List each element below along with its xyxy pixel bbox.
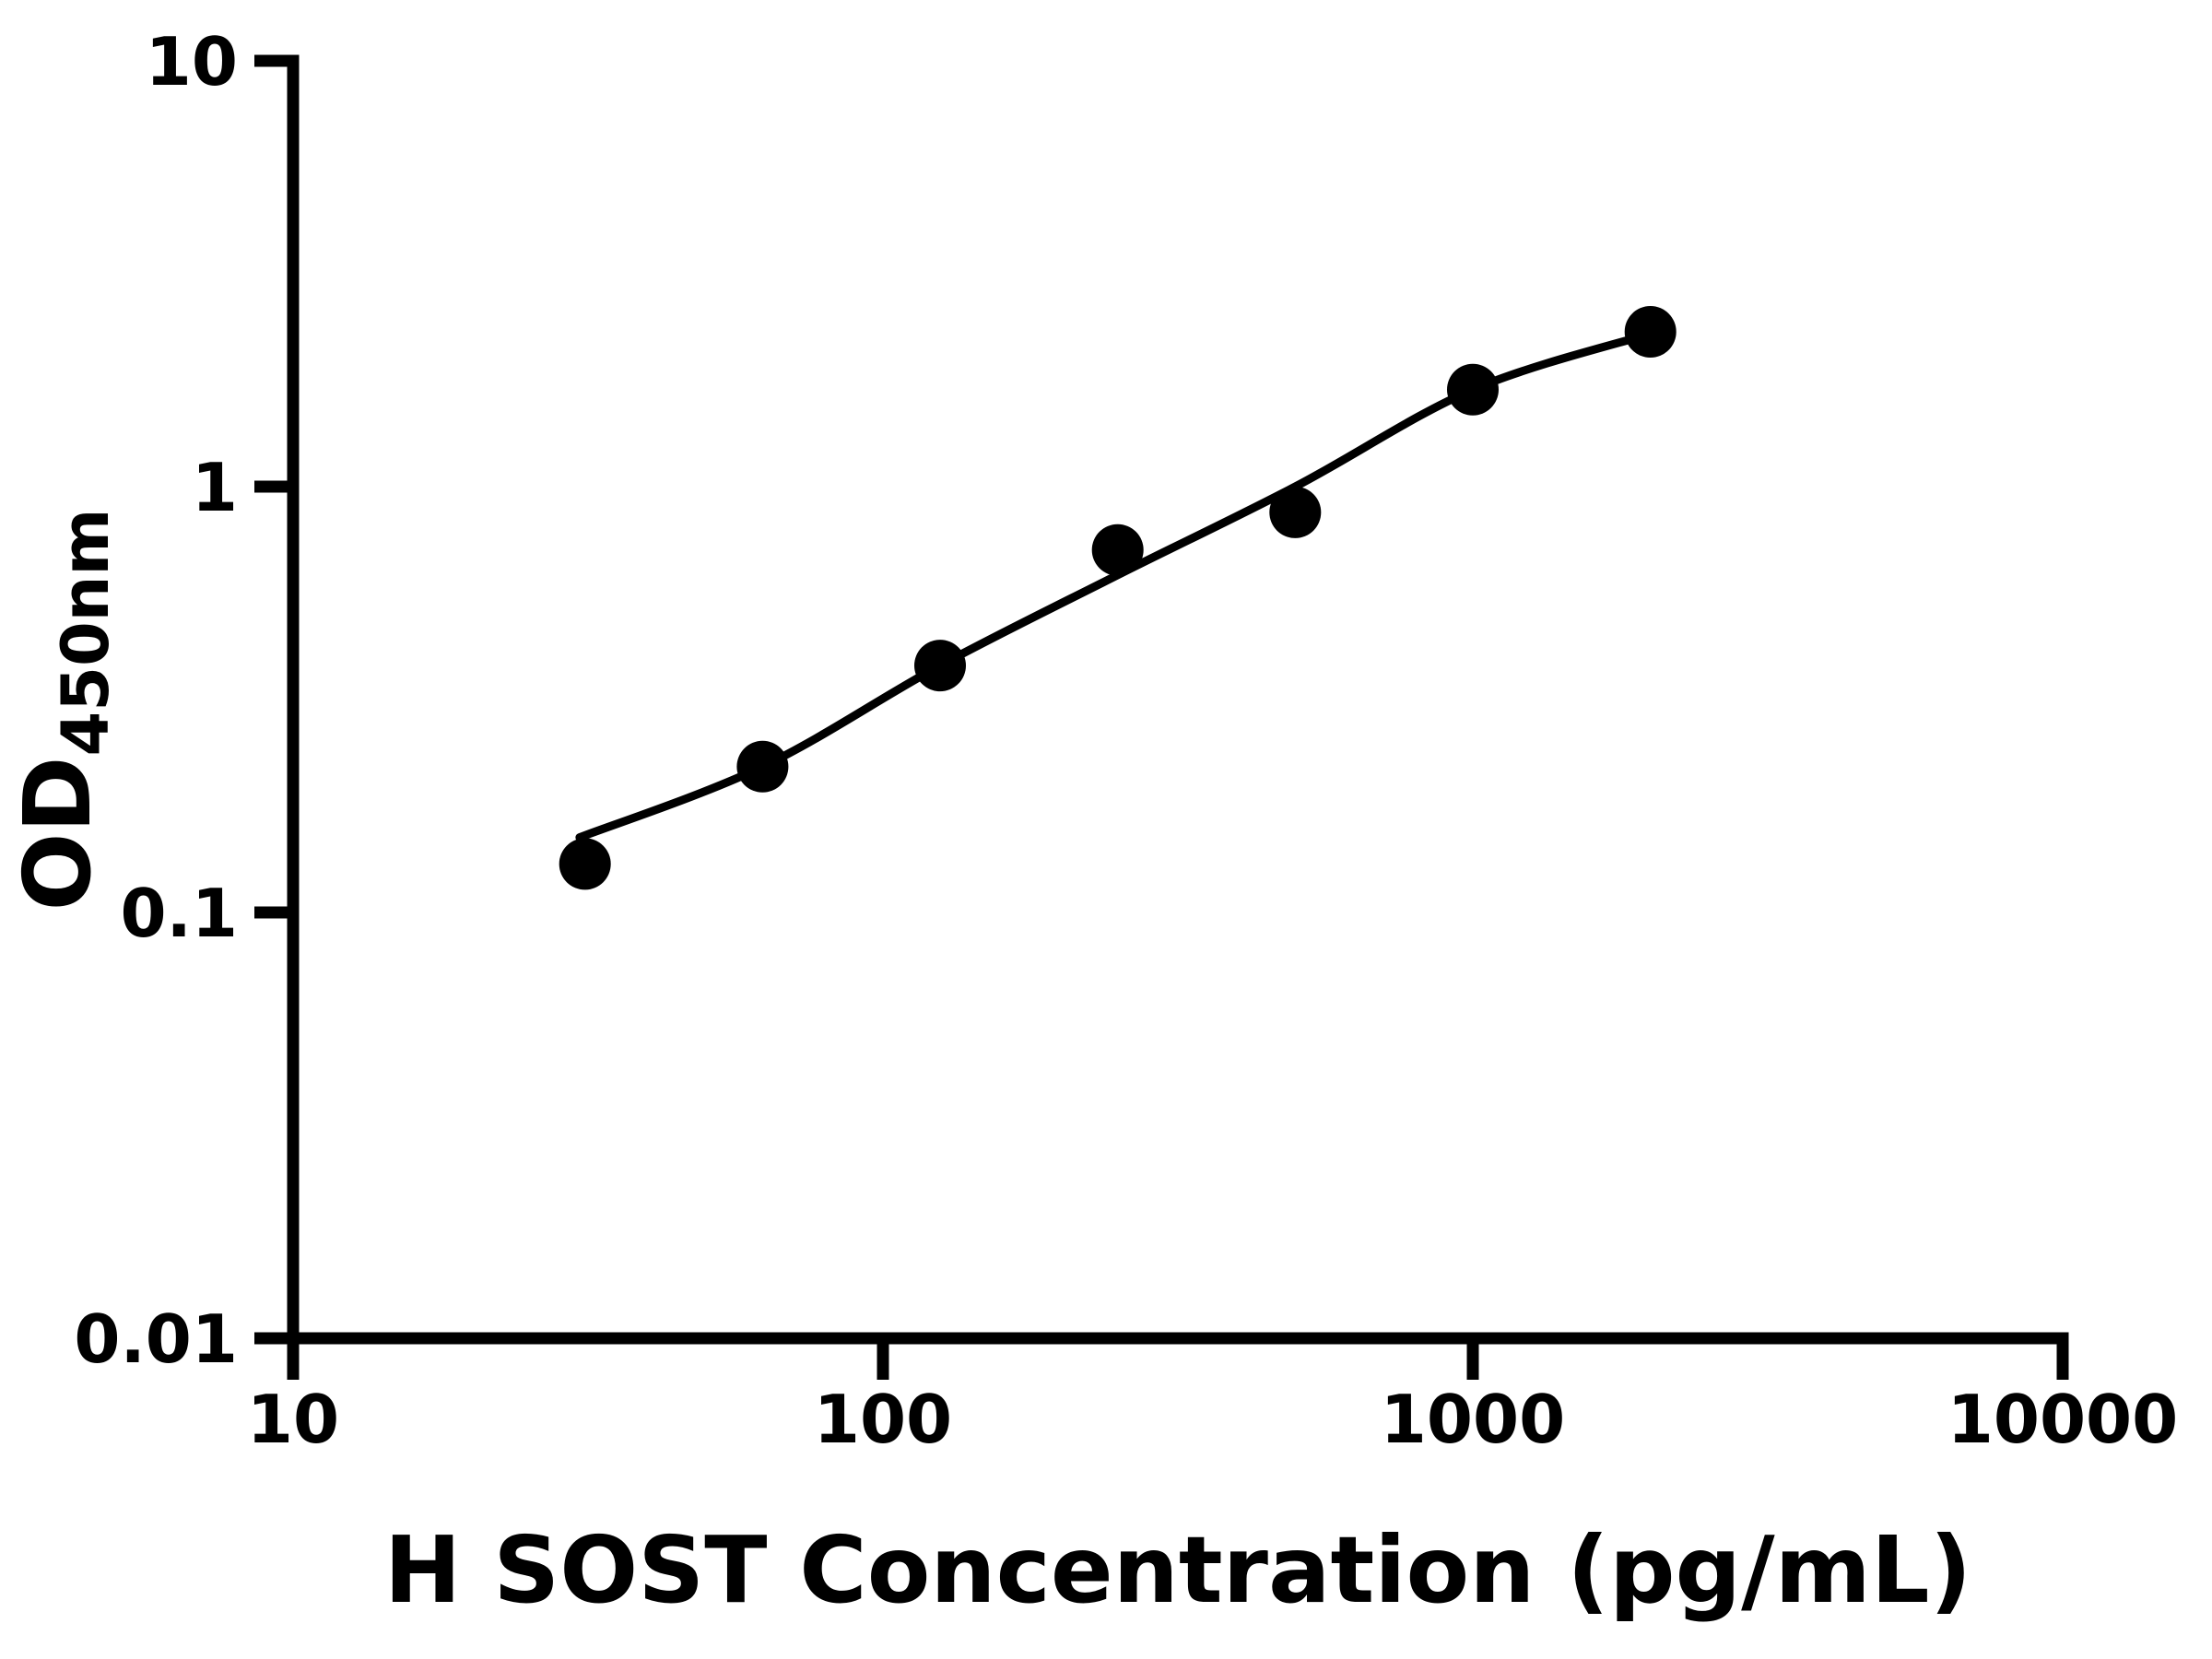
x-tick-label: 10 (247, 1381, 339, 1458)
axes (254, 54, 2069, 1380)
y-tick-label: 0.1 (120, 875, 238, 952)
data-point (559, 838, 611, 890)
data-point (1624, 306, 1677, 358)
data-point (736, 740, 789, 793)
data-point (1091, 524, 1144, 576)
y-axis-title-subscript: 450nm (48, 509, 124, 757)
y-tick-label: 1 (192, 449, 238, 526)
data-point (914, 640, 966, 692)
x-tick-label: 1000 (1381, 1381, 1565, 1458)
x-axis-title: H SOST Concentration (pg/mL) (384, 1516, 1972, 1624)
x-tick-label: 100 (814, 1381, 952, 1458)
data-point (1447, 363, 1499, 416)
y-axis-title-base: OD (4, 756, 112, 911)
data-point (1269, 486, 1322, 538)
y-axis-title: OD450nm (4, 509, 124, 912)
y-tick-label: 0.01 (74, 1300, 238, 1378)
data-point-layer (559, 306, 1677, 890)
y-tick-label: 10 (146, 23, 238, 100)
x-tick-label: 10000 (1947, 1381, 2179, 1458)
